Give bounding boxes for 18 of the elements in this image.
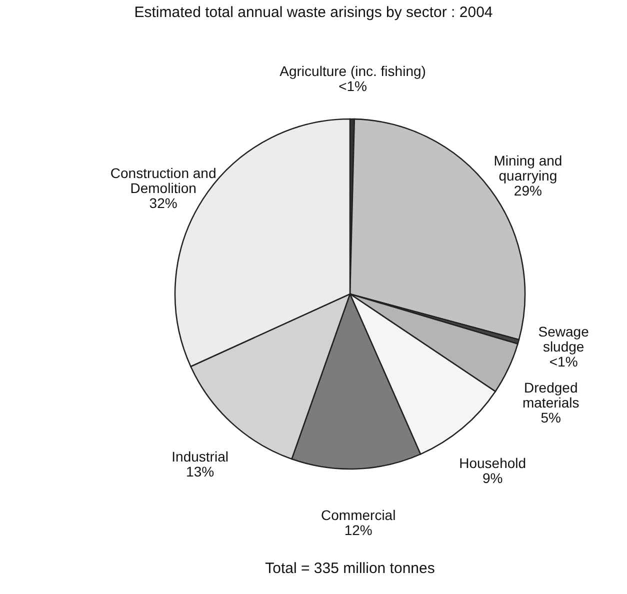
slice-label: Dredged materials bbox=[522, 380, 580, 411]
slice-label: Commercial bbox=[321, 506, 396, 523]
slice-label: Sewage sludge bbox=[538, 324, 590, 355]
data-label: 12% bbox=[344, 522, 372, 538]
data-label: 13% bbox=[186, 464, 214, 480]
slice-label: Construction and Demolition bbox=[110, 164, 216, 196]
data-label: 5% bbox=[540, 410, 561, 426]
slice-label: Agriculture (inc. fishing) bbox=[280, 63, 426, 80]
slice-label: Mining and quarrying bbox=[494, 152, 562, 184]
data-label: 32% bbox=[149, 194, 178, 211]
text: Total = 335 million tonnes bbox=[265, 560, 435, 577]
slice-label: Household bbox=[459, 455, 526, 472]
slice-label: Industrial bbox=[172, 448, 228, 465]
chart-title: Estimated total annual waste arisings by sector : 2004 bbox=[134, 4, 493, 21]
data-label: <1% bbox=[338, 78, 367, 94]
data-label: <1% bbox=[549, 354, 578, 370]
data-label: 29% bbox=[514, 182, 542, 198]
data-label: 9% bbox=[482, 470, 503, 486]
